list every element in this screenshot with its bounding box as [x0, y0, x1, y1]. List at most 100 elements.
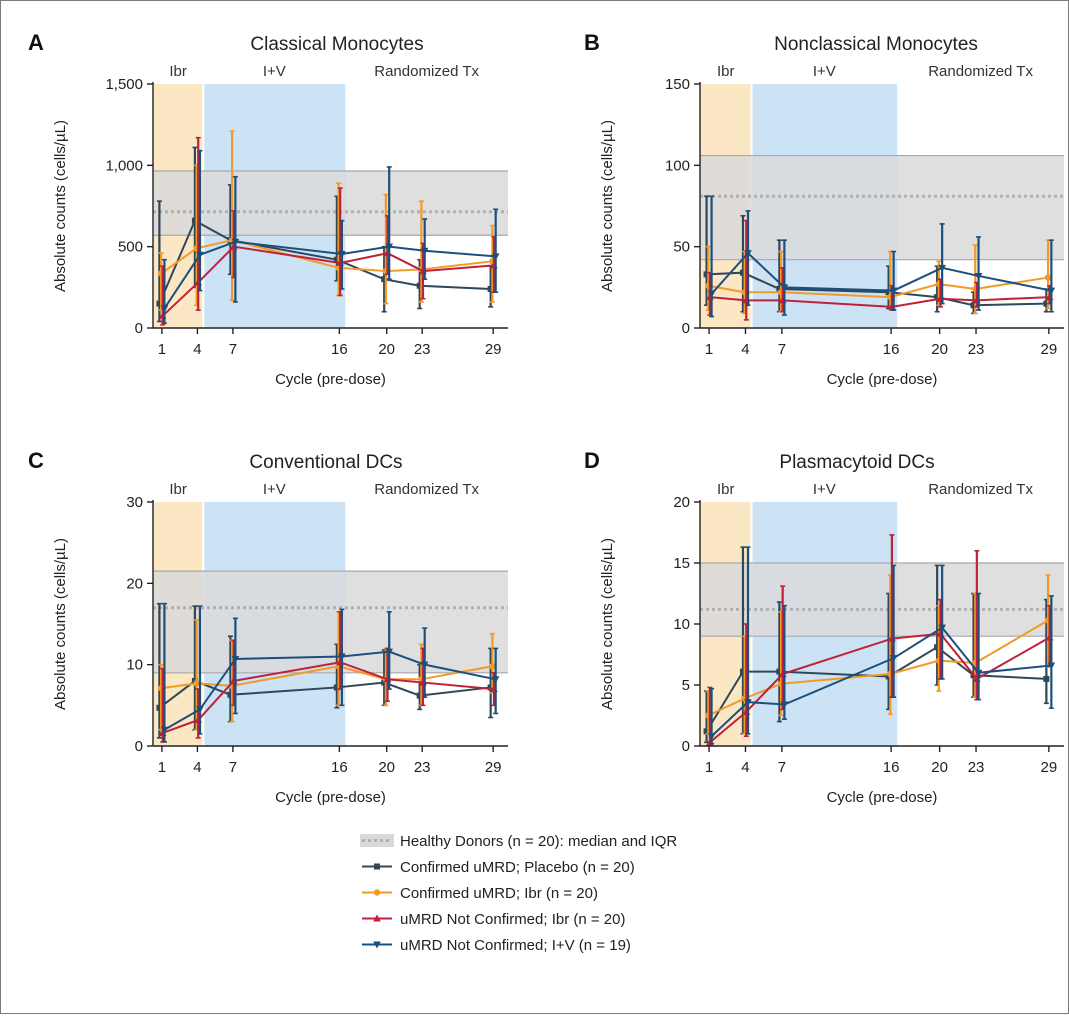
data-point	[231, 655, 240, 663]
y-axis-label: Absolute counts (cells/µL)	[599, 538, 616, 710]
data-point	[420, 247, 429, 255]
x-tick-label: 23	[968, 341, 985, 358]
x-tick-label: 23	[968, 759, 985, 776]
series-iv-not-confirmed	[160, 602, 500, 743]
data-point	[1043, 675, 1050, 682]
x-tick-label: 4	[741, 341, 749, 358]
x-tick-label: 20	[931, 341, 948, 358]
legend-item-placebo: Confirmed uMRD; Placebo (n = 20)	[362, 859, 635, 876]
y-tick-label: 0	[682, 320, 690, 337]
data-point	[703, 271, 710, 278]
x-tick-label: 7	[778, 341, 786, 358]
x-tick-label: 16	[331, 341, 348, 358]
x-tick-label: 16	[883, 759, 900, 776]
phase-label-randomized: Randomized Tx	[374, 481, 479, 498]
data-point	[156, 704, 163, 711]
x-tick-label: 4	[741, 759, 749, 776]
x-tick-label: 29	[1041, 341, 1058, 358]
data-point	[889, 287, 898, 295]
data-point	[487, 285, 494, 292]
panel-title: Classical Monocytes	[250, 34, 423, 55]
data-point	[338, 653, 346, 661]
data-point	[489, 663, 496, 670]
data-point	[333, 256, 340, 263]
y-tick-label: 15	[673, 555, 690, 572]
data-point	[974, 272, 983, 280]
data-point	[938, 624, 946, 632]
data-point	[191, 217, 198, 224]
y-axis-label: Absolute counts (cells/µL)	[52, 538, 69, 710]
x-tick-label: 20	[931, 759, 948, 776]
y-tick-label: 0	[682, 738, 690, 755]
y-tick-label: 20	[673, 494, 690, 511]
x-tick-label: 1	[158, 341, 166, 358]
data-point	[934, 644, 941, 651]
panel-letter: C	[28, 448, 44, 473]
y-tick-label: 0	[135, 738, 143, 755]
legend-marker	[373, 914, 381, 922]
x-tick-label: 1	[705, 341, 713, 358]
data-point	[491, 676, 500, 684]
y-tick-label: 10	[126, 657, 143, 674]
data-point	[196, 251, 204, 259]
legend-item-healthy: Healthy Donors (n = 20): median and IQR	[360, 833, 677, 850]
data-point	[739, 668, 746, 675]
legend-item-ibr-not-confirmed: uMRD Not Confirmed; Ibr (n = 20)	[362, 911, 626, 928]
series-iv-not-confirmed	[707, 546, 1056, 745]
phase-label-iv: I+V	[813, 63, 836, 80]
x-tick-label: 29	[1041, 759, 1058, 776]
phase-label-ibr: Ibr	[717, 63, 735, 80]
data-point	[193, 680, 200, 687]
x-tick-label: 1	[158, 759, 166, 776]
y-tick-label: 20	[126, 575, 143, 592]
panel-letter: A	[28, 30, 44, 55]
data-point	[385, 243, 393, 251]
x-tick-label: 4	[193, 341, 201, 358]
data-point	[885, 289, 892, 296]
x-axis-label: Cycle (pre-dose)	[827, 789, 938, 806]
x-axis-label: Cycle (pre-dose)	[275, 371, 386, 388]
legend-label: uMRD Not Confirmed; I+V (n = 19)	[400, 937, 631, 954]
phase-label-iv: I+V	[263, 63, 286, 80]
x-tick-label: 29	[485, 341, 502, 358]
y-tick-label: 100	[665, 157, 690, 174]
y-tick-label: 150	[665, 76, 690, 93]
y-tick-label: 500	[118, 239, 143, 256]
legend-label: Confirmed uMRD; Ibr (n = 20)	[400, 885, 598, 902]
data-point	[338, 250, 346, 258]
data-point	[780, 701, 789, 709]
phase-label-iv: I+V	[263, 481, 286, 498]
data-point	[974, 669, 983, 677]
chart-panel-c: Ibr I+V Randomized Tx 0 10 20 30 1 4 7 16 20 23 29 Cyc…	[28, 448, 508, 806]
x-tick-label: 7	[229, 759, 237, 776]
data-point	[776, 285, 783, 292]
chart-panel-b: Ibr I+V Randomized Tx 0 50 100 150 1 4 7 16 20 23 29 C…	[584, 30, 1064, 388]
data-point	[196, 706, 204, 714]
legend-marker	[373, 941, 381, 949]
data-point	[1043, 300, 1050, 307]
panel-letter: B	[584, 30, 600, 55]
series-ibr-not-confirmed	[158, 136, 498, 326]
phase-label-iv: I+V	[813, 481, 836, 498]
panel-title: Plasmacytoid DCs	[779, 452, 934, 473]
x-tick-label: 4	[193, 759, 201, 776]
y-tick-label: 1,500	[105, 76, 143, 93]
data-point	[934, 294, 941, 301]
x-tick-label: 23	[414, 341, 431, 358]
healthy-iqr-band	[153, 171, 508, 236]
healthy-iqr-band	[700, 563, 1064, 637]
phase-label-ibr: Ibr	[169, 63, 187, 80]
legend-label: Confirmed uMRD; Placebo (n = 20)	[400, 859, 635, 876]
x-tick-label: 20	[378, 759, 395, 776]
phase-label-randomized: Randomized Tx	[928, 63, 1033, 80]
data-point	[739, 269, 746, 276]
data-point	[487, 684, 494, 691]
data-point	[160, 726, 169, 734]
data-point	[776, 668, 783, 675]
y-tick-label: 5	[682, 677, 690, 694]
x-tick-label: 20	[378, 341, 395, 358]
x-tick-label: 7	[778, 759, 786, 776]
data-point	[744, 250, 752, 258]
